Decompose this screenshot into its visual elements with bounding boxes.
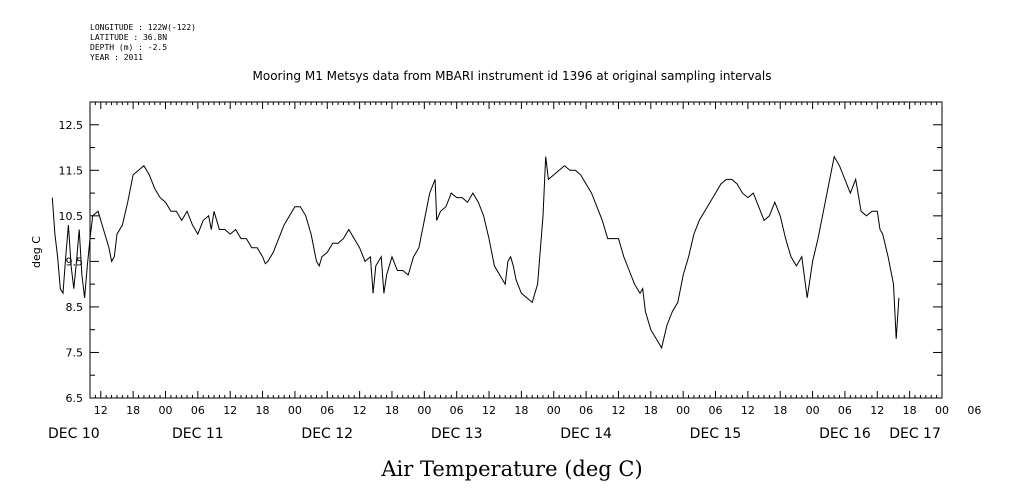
- x-tick-label: 00: [158, 404, 172, 417]
- day-label: DEC 16: [819, 426, 871, 442]
- plot-frame: [89, 101, 943, 399]
- header-line-latitude: LATITUDE : 36.8N: [90, 33, 167, 42]
- header-line-longitude: LONGITUDE : 122W(-122): [90, 23, 196, 32]
- y-tick-label: 11.5: [59, 164, 84, 177]
- x-tick-label: 12: [741, 404, 755, 417]
- day-label: DEC 15: [690, 426, 742, 442]
- day-label: DEC 11: [172, 426, 224, 442]
- y-tick-label: 8.5: [66, 301, 84, 314]
- x-tick-label: 00: [806, 404, 820, 417]
- x-tick-label: 18: [514, 404, 528, 417]
- x-tick-label: 00: [935, 404, 949, 417]
- y-tick-label: 9.5: [66, 255, 84, 268]
- x-tick-label: 06: [450, 404, 464, 417]
- x-tick-label: 06: [967, 404, 981, 417]
- x-tick-label: 18: [773, 404, 787, 417]
- day-label: DEC 17: [889, 426, 941, 442]
- x-tick-label: 00: [288, 404, 302, 417]
- y-tick-label: 7.5: [66, 346, 84, 359]
- day-label: DEC 12: [301, 426, 353, 442]
- x-tick-label: 00: [676, 404, 690, 417]
- chart-title: Mooring M1 Metsys data from MBARI instru…: [253, 69, 772, 83]
- x-tick-label: 12: [870, 404, 884, 417]
- x-tick-label: 12: [482, 404, 496, 417]
- x-tick-label: 00: [417, 404, 431, 417]
- x-tick-label: 06: [838, 404, 852, 417]
- x-tick-label: 12: [353, 404, 367, 417]
- header-line-year: YEAR : 2011: [90, 53, 143, 62]
- x-tick-label: 18: [903, 404, 917, 417]
- y-tick-labels: 6.5 7.5 8.5 9.5 10.5 11.5 12.5: [59, 119, 84, 405]
- x-tick-label: 18: [256, 404, 270, 417]
- y-tick-label: 6.5: [66, 392, 84, 405]
- x-tick-label: 00: [547, 404, 561, 417]
- x-axis-label: Air Temperature (deg C): [380, 457, 642, 481]
- x-tick-labels: 12 18 00 06 12 18 00 06 12 18 00 06 12 18 00 06 12 18 00 06…: [94, 404, 982, 417]
- axis-ticks: [89, 101, 943, 399]
- x-tick-label: 12: [223, 404, 237, 417]
- day-labels: DEC 10 DEC 11 DEC 12 DEC 13 DEC 14 DEC 15 DEC …: [48, 426, 941, 442]
- x-tick-label: 18: [644, 404, 658, 417]
- x-tick-label: 12: [94, 404, 108, 417]
- day-label: DEC 10: [48, 426, 100, 442]
- x-tick-label: 06: [320, 404, 334, 417]
- series-line: [51, 155, 900, 350]
- day-label: DEC 14: [560, 426, 612, 442]
- x-tick-label: 06: [579, 404, 593, 417]
- day-label: DEC 13: [431, 426, 483, 442]
- header-line-depth: DEPTH (m) : -2.5: [90, 43, 167, 52]
- x-tick-label: 12: [611, 404, 625, 417]
- x-tick-label: 06: [191, 404, 205, 417]
- y-tick-label: 10.5: [59, 210, 84, 223]
- x-tick-label: 18: [385, 404, 399, 417]
- y-axis-label: deg C: [30, 236, 43, 268]
- header-metadata: LONGITUDE : 122W(-122) LATITUDE : 36.8N …: [90, 23, 196, 62]
- x-tick-label: 06: [709, 404, 723, 417]
- x-tick-label: 18: [126, 404, 140, 417]
- y-tick-label: 12.5: [59, 119, 84, 132]
